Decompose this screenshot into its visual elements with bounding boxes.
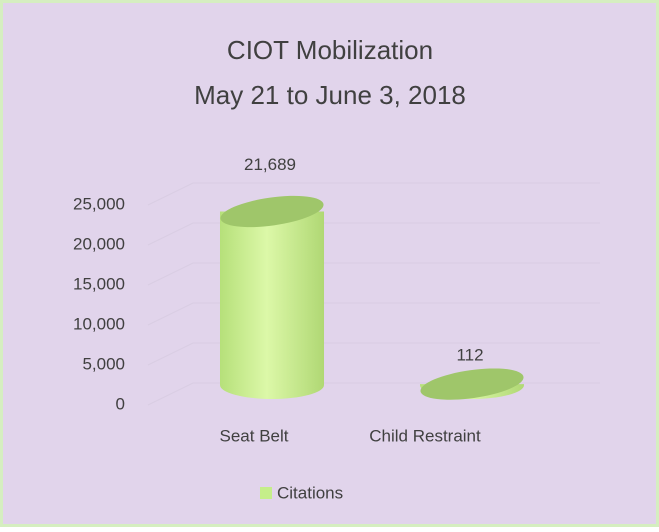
chart-subtitle: May 21 to June 3, 2018 bbox=[194, 80, 466, 110]
x-tick-label: Seat Belt bbox=[220, 426, 289, 445]
y-tick-label: 20,000 bbox=[73, 234, 125, 253]
y-tick-label: 5,000 bbox=[82, 354, 125, 373]
cylinder-body bbox=[220, 211, 324, 399]
chart-title: CIOT Mobilization bbox=[227, 35, 433, 65]
grid-line bbox=[147, 262, 600, 286]
legend-swatch bbox=[260, 487, 272, 499]
y-tick-label: 0 bbox=[116, 394, 125, 413]
y-tick-label: 25,000 bbox=[73, 194, 125, 213]
cylinder-top bbox=[220, 195, 324, 228]
grid-line bbox=[147, 302, 600, 326]
y-tick-label: 10,000 bbox=[73, 314, 125, 333]
grid-line bbox=[147, 182, 600, 206]
cylinder-top bbox=[420, 368, 524, 400]
data-label: 21,689 bbox=[244, 155, 296, 174]
x-tick-label: Child Restraint bbox=[369, 426, 481, 445]
legend-label: Citations bbox=[277, 483, 343, 502]
grid-line bbox=[147, 222, 600, 246]
cylinder bbox=[420, 368, 524, 400]
grid-line bbox=[147, 342, 600, 366]
y-tick-label: 15,000 bbox=[73, 274, 125, 293]
data-label: 112 bbox=[456, 346, 483, 365]
cylinder bbox=[220, 195, 324, 399]
